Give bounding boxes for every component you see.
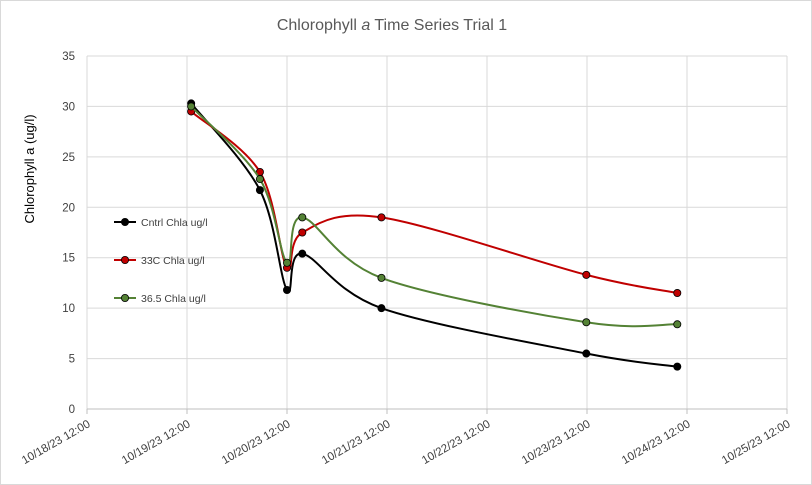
data-point bbox=[255, 186, 264, 195]
x-tick-label: 10/19/23 12:00 bbox=[120, 418, 192, 467]
data-point bbox=[582, 349, 591, 358]
legend-label: Cntrl Chla ug/l bbox=[141, 217, 208, 229]
series-line bbox=[190, 102, 678, 368]
legend-item: 33C Chla ug/l bbox=[114, 255, 205, 267]
data-point bbox=[673, 320, 682, 329]
legend-label: 33C Chla ug/l bbox=[141, 255, 205, 267]
y-tick-label: 15 bbox=[62, 253, 75, 265]
data-point bbox=[298, 213, 307, 222]
legend-item: Cntrl Chla ug/l bbox=[114, 217, 208, 229]
y-tick-label: 25 bbox=[62, 152, 75, 164]
x-tick-label: 10/24/23 12:00 bbox=[620, 418, 692, 467]
axis-layer: 0 5 10 15 20 25 30 35 10/18/23 12:00 10/19/23 12:… bbox=[20, 51, 792, 467]
series-3 bbox=[187, 102, 682, 329]
series-line bbox=[190, 105, 678, 328]
legend-marker bbox=[121, 255, 130, 264]
chart-title-suffix: Time Series Trial 1 bbox=[370, 17, 507, 34]
chart-title: Chlorophyll a Time Series Trial 1 bbox=[277, 17, 507, 34]
data-point bbox=[282, 258, 291, 267]
legend: Cntrl Chla ug/l 33C Chla ug/l 36.5 Chla ug… bbox=[114, 217, 208, 305]
x-tick-label: 10/21/23 12:00 bbox=[320, 418, 392, 467]
data-point bbox=[582, 318, 591, 327]
y-tick-label: 10 bbox=[62, 303, 75, 315]
y-tick-label: 20 bbox=[62, 202, 75, 214]
chart-title-italic: a bbox=[361, 17, 370, 34]
x-tick-label: 10/20/23 12:00 bbox=[220, 418, 292, 467]
data-point bbox=[298, 228, 307, 237]
grid-layer bbox=[86, 55, 788, 409]
data-point bbox=[298, 249, 307, 258]
legend-marker bbox=[121, 293, 130, 302]
x-tick-label: 10/23/23 12:00 bbox=[520, 418, 592, 467]
data-point bbox=[377, 273, 386, 282]
data-point bbox=[377, 304, 386, 313]
data-point bbox=[255, 175, 264, 184]
x-tick-label: 10/25/23 12:00 bbox=[720, 418, 792, 467]
series-layer bbox=[187, 99, 682, 371]
y-tick-label: 35 bbox=[62, 51, 75, 63]
x-tick-label: 10/18/23 12:00 bbox=[20, 418, 92, 467]
series-1 bbox=[187, 99, 682, 371]
y-tick-label: 5 bbox=[69, 354, 75, 366]
x-tick-label: 10/22/23 12:00 bbox=[420, 418, 492, 467]
data-point bbox=[673, 289, 682, 298]
data-point bbox=[582, 270, 591, 279]
legend-marker bbox=[121, 217, 130, 226]
data-point bbox=[377, 213, 386, 222]
legend-item: 36.5 Chla ug/l bbox=[114, 293, 206, 305]
y-tick-label: 0 bbox=[69, 404, 75, 416]
series-2 bbox=[187, 107, 682, 298]
data-point bbox=[187, 102, 196, 111]
data-point bbox=[282, 285, 291, 294]
legend-label: 36.5 Chla ug/l bbox=[141, 293, 206, 305]
y-tick-label: 30 bbox=[62, 101, 75, 113]
data-point bbox=[673, 362, 682, 371]
chart-title-prefix: Chlorophyll bbox=[277, 17, 361, 34]
y-axis-title: Chlorophyll a (ug/l) bbox=[22, 114, 37, 223]
